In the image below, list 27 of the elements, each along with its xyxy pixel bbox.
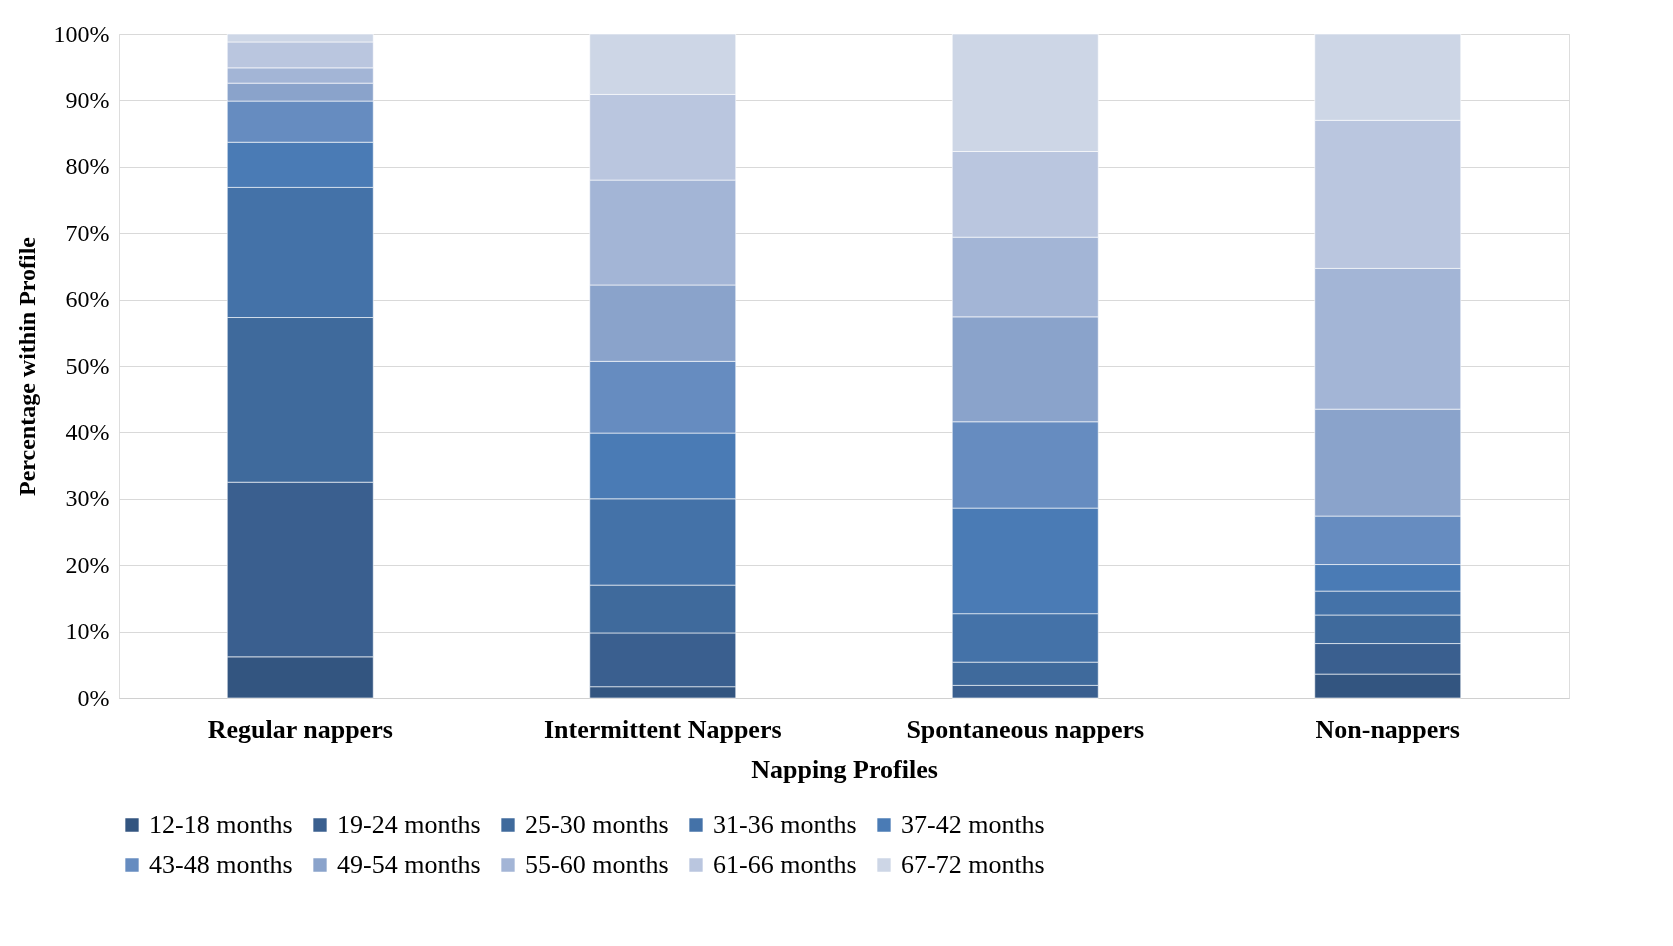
legend-label: 31-36 months — [713, 810, 857, 839]
legend-label: 37-42 months — [901, 810, 1045, 839]
legend-label: 25-30 months — [525, 810, 669, 839]
legend-label: 49-54 months — [337, 850, 481, 879]
legend-label: 67-72 months — [901, 850, 1045, 879]
legend-label: 43-48 months — [149, 850, 293, 879]
x-tick-label: Intermittent Nappers — [543, 714, 782, 744]
x-tick-label: Spontaneous nappers — [906, 714, 1145, 744]
legend-label: 61-66 months — [713, 850, 857, 879]
y-tick-label: 80% — [65, 153, 110, 180]
y-tick-label: 50% — [65, 352, 110, 379]
y-tick-label: 0% — [77, 684, 110, 711]
y-tick-label: 10% — [65, 618, 110, 645]
x-tick-label: Non-nappers — [1315, 714, 1460, 744]
legend-label: 55-60 months — [525, 850, 669, 879]
y-tick-label: 60% — [65, 286, 110, 313]
y-tick-label: 90% — [65, 86, 110, 113]
y-tick-label: 20% — [65, 551, 110, 578]
y-tick-label: 100% — [53, 20, 110, 47]
x-tick-label: Regular nappers — [207, 714, 393, 744]
y-tick-label: 30% — [65, 485, 110, 512]
legend-label: 12-18 months — [149, 810, 293, 839]
y-tick-label: 70% — [65, 219, 110, 246]
y-tick-label: 40% — [65, 418, 110, 445]
legend-label: 19-24 months — [337, 810, 481, 839]
y-axis-title: Percentage within Profile — [13, 236, 40, 497]
x-axis-title: Napping Profiles — [751, 754, 938, 784]
